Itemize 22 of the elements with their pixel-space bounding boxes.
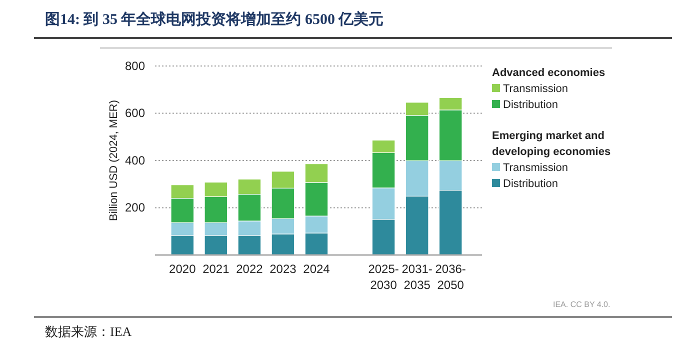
text: Emerging market and developing economies xyxy=(492,130,611,158)
x-tick-label: 2022 xyxy=(236,262,264,276)
legend-label: Transmission xyxy=(503,83,568,95)
source-note: 数据来源：IEA xyxy=(45,324,132,339)
y-tick-label: 800 xyxy=(124,58,146,73)
y-axis-title: Billion USD (2024, MER) xyxy=(108,100,120,222)
y-tick-label: 200 xyxy=(124,200,146,215)
x-tick-label: 2024 xyxy=(303,262,330,276)
x-tick-label: 2031-2035 xyxy=(402,262,432,292)
legend-label: Distribution xyxy=(503,99,558,111)
x-tick-label: 2020 xyxy=(169,262,196,276)
y-tick-label: 600 xyxy=(124,106,146,120)
text: Advanced economies xyxy=(492,67,606,79)
legend-label: Transmission xyxy=(503,162,568,174)
x-tick-label: 2025-2030 xyxy=(368,262,399,292)
x-tick-label: 2036-2050 xyxy=(435,262,466,292)
x-tick-label: 2021 xyxy=(202,262,230,276)
text: IEA. CC BY 4.0. xyxy=(553,300,610,309)
chart-title: 图14: 到 35 年全球电网投资将增加至约 6500 亿美元 xyxy=(45,10,384,28)
legend-label: Distribution xyxy=(503,178,558,190)
x-tick-label: 2023 xyxy=(270,262,297,276)
y-tick-label: 400 xyxy=(124,153,146,168)
